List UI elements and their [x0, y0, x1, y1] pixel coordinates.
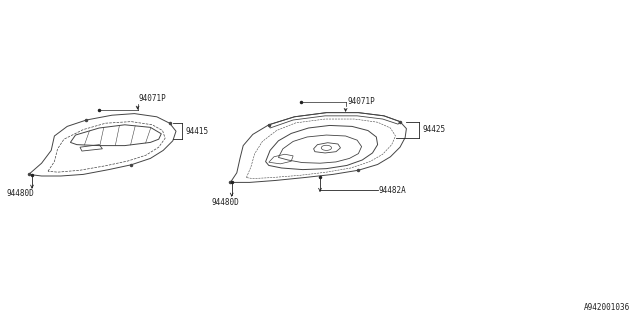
Text: A942001036: A942001036 [584, 303, 630, 312]
Text: 94482A: 94482A [379, 186, 406, 195]
Text: 94071P: 94071P [348, 97, 375, 106]
Text: 94071P: 94071P [139, 94, 166, 103]
Text: 94425: 94425 [422, 125, 445, 134]
Text: 94415: 94415 [186, 127, 209, 136]
Text: 94480D: 94480D [211, 198, 239, 207]
Text: 94480D: 94480D [6, 189, 34, 198]
